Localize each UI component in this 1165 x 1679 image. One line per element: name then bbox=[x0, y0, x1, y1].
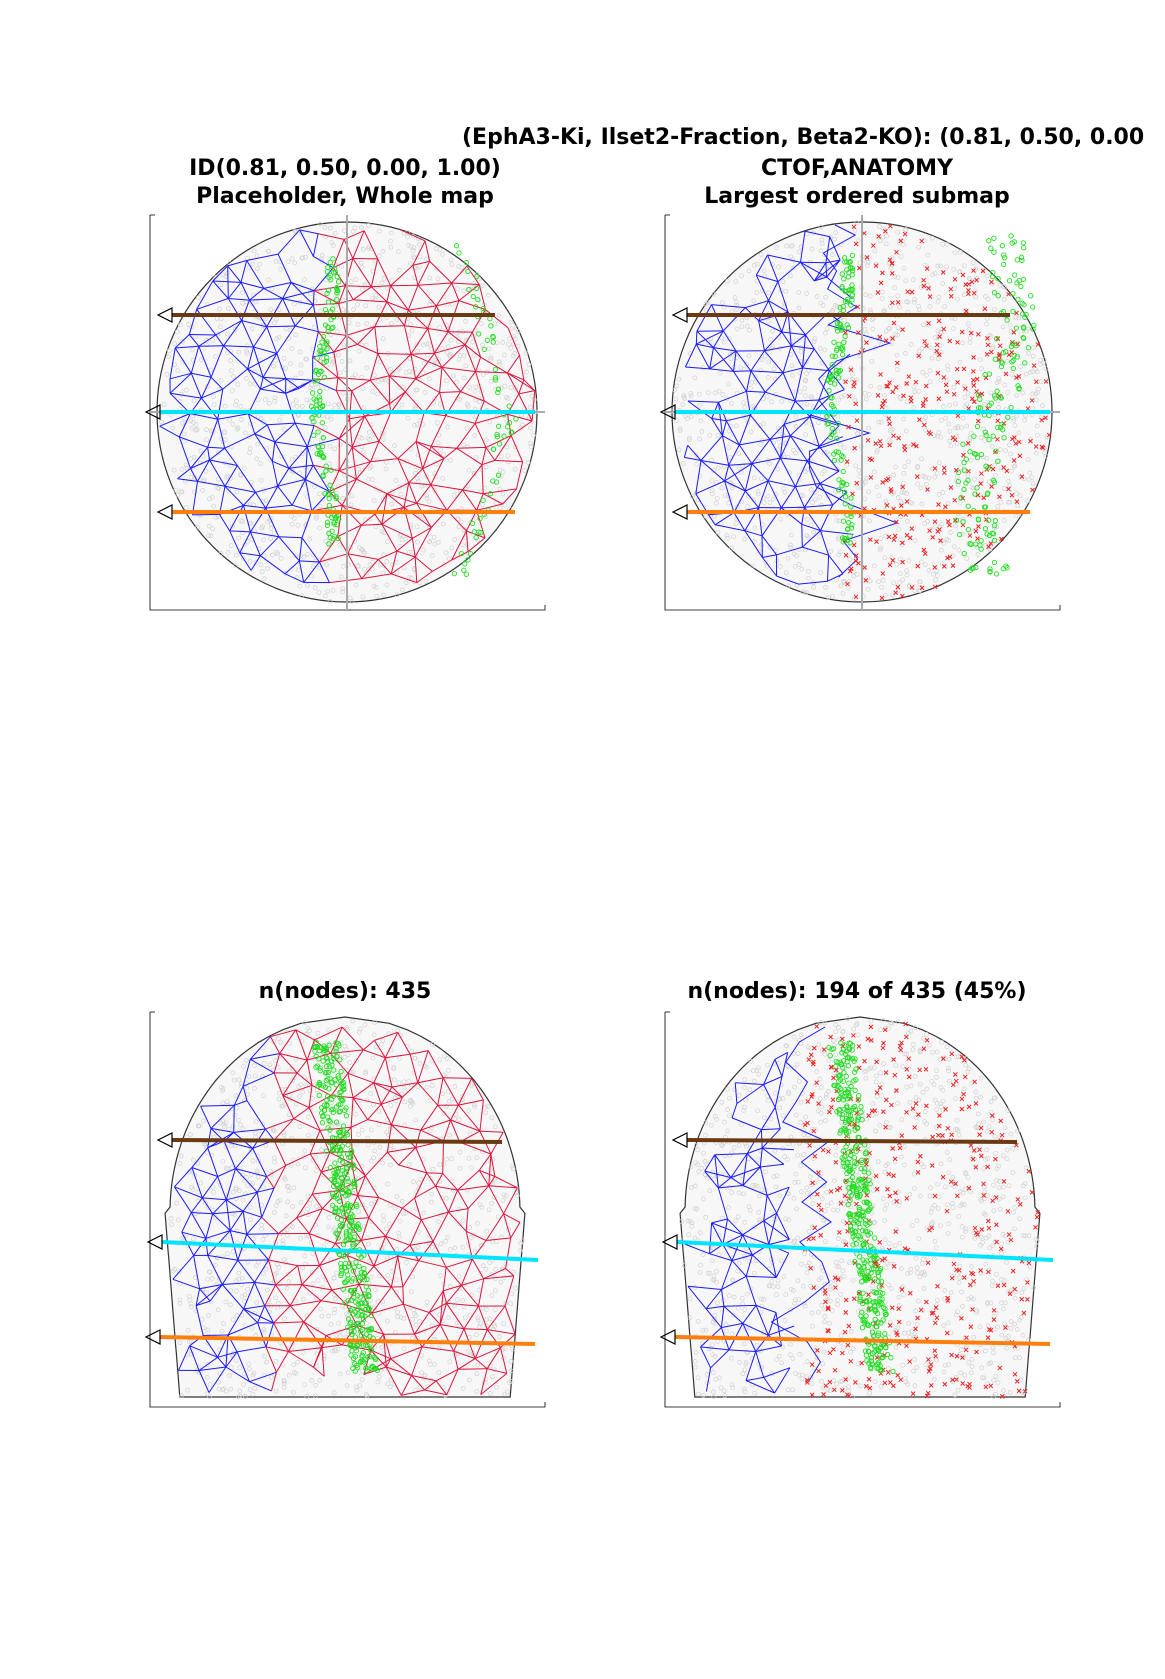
panel-1-title-line2: Placeholder, Whole map bbox=[196, 184, 494, 209]
orange-line bbox=[674, 1335, 1051, 1346]
panel-2-title-line1: CTOF,ANATOMY bbox=[761, 156, 953, 181]
green-band-markers bbox=[308, 256, 342, 547]
cyan-line-arrow-head bbox=[659, 404, 676, 420]
panel-3-anatomy-map-plot bbox=[144, 1011, 546, 1408]
figure-main-title: (EphA3-Ki, Ilset2-Fraction, Beta2-KO): (… bbox=[462, 125, 1145, 150]
ordered-mesh bbox=[172, 1026, 521, 1396]
green-band-markers bbox=[824, 252, 856, 546]
orange-line-arrow-head bbox=[144, 1329, 161, 1345]
panel-1-title: ID(0.81, 0.50, 0.00, 1.00) Placeholder, … bbox=[150, 155, 540, 211]
axes-frame bbox=[149, 1012, 546, 1408]
panel-4-title: n(nodes): 194 of 435 (45%) bbox=[662, 978, 1052, 1006]
panel-2-submap-plot bbox=[659, 214, 1061, 611]
cyan-line-arrow-head bbox=[144, 404, 161, 420]
cyan-line bbox=[161, 1240, 539, 1262]
disordered-red-markers bbox=[802, 1021, 1041, 1399]
green-band-markers bbox=[311, 1039, 380, 1374]
panel-4-title-line1: n(nodes): 194 of 435 (45%) bbox=[687, 979, 1027, 1004]
cyan-line-arrow-head bbox=[661, 1234, 678, 1250]
brown-line bbox=[686, 1138, 1018, 1144]
orange-line bbox=[159, 1335, 536, 1346]
green-edge-markers bbox=[953, 233, 1037, 577]
panel-3-title-line1: n(nodes): 435 bbox=[258, 979, 432, 1004]
panel-3-title: n(nodes): 435 bbox=[150, 978, 540, 1006]
orange-line-arrow-head bbox=[659, 1329, 676, 1345]
cyan-line-arrow-head bbox=[146, 1234, 163, 1250]
cyan-line bbox=[676, 1240, 1054, 1262]
panel-1-title-line1: ID(0.81, 0.50, 0.00, 1.00) bbox=[189, 156, 501, 181]
background-points bbox=[669, 220, 1050, 602]
panel-2-title-line2: Largest ordered submap bbox=[704, 184, 1010, 209]
orange-line-arrow-head bbox=[156, 504, 173, 520]
submap-boundary bbox=[770, 1026, 833, 1383]
orange-line-arrow-head bbox=[671, 504, 688, 520]
disordered-red-markers bbox=[843, 223, 1052, 601]
axes-frame bbox=[664, 1012, 1061, 1408]
ordered-mesh bbox=[683, 230, 854, 585]
panel-1-whole-map-plot bbox=[144, 214, 546, 611]
brown-line-arrow-head bbox=[671, 1132, 688, 1148]
green-band-markers bbox=[826, 1040, 896, 1375]
brown-line-arrow-head bbox=[671, 307, 688, 323]
brown-line bbox=[171, 1138, 503, 1144]
brown-line-arrow-head bbox=[156, 1132, 173, 1148]
panel-2-title: CTOF,ANATOMY Largest ordered submap bbox=[662, 155, 1052, 211]
panel-4-anatomy-submap-plot bbox=[659, 1011, 1061, 1408]
green-edge-markers bbox=[451, 243, 519, 577]
brown-line-arrow-head bbox=[156, 307, 173, 323]
